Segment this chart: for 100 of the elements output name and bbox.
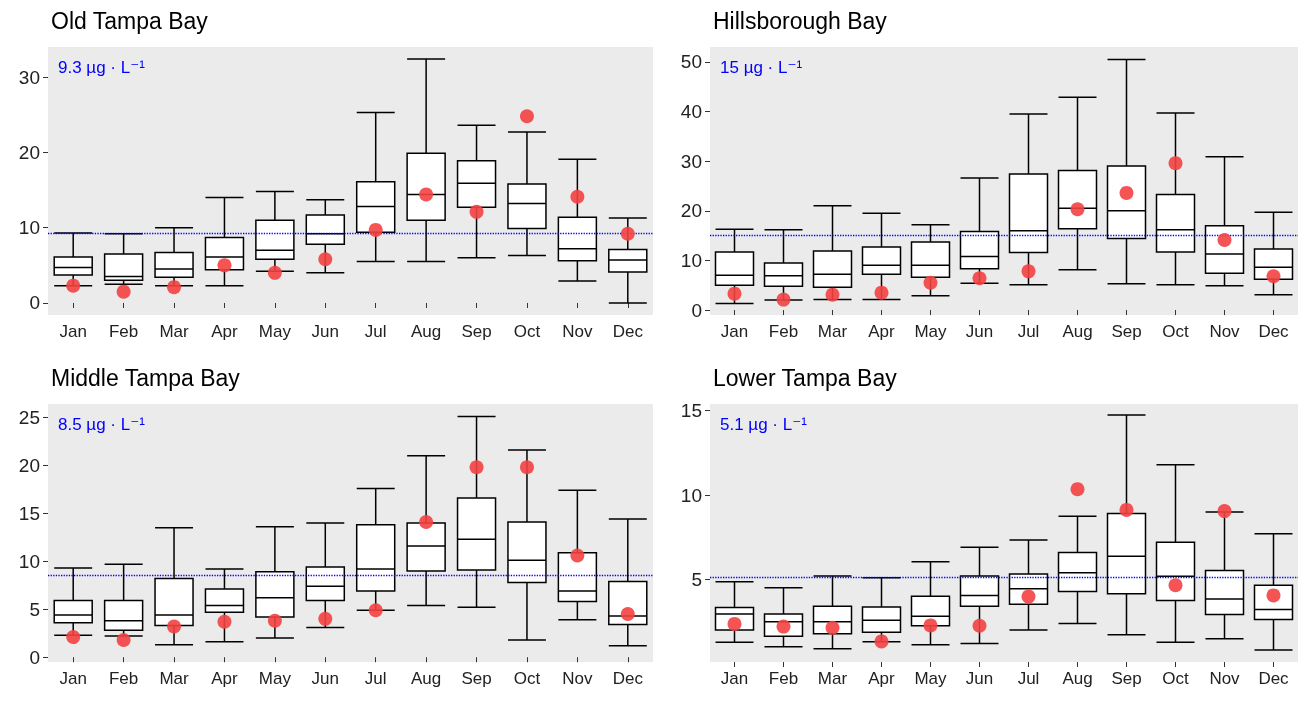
y-tick-label: 5 bbox=[29, 598, 40, 620]
y-tick-label: 10 bbox=[680, 484, 702, 506]
point bbox=[368, 222, 383, 237]
point bbox=[727, 286, 742, 301]
point bbox=[825, 287, 840, 302]
x-tick-label: Oct bbox=[513, 322, 541, 341]
chart-title: Old Tampa Bay bbox=[51, 7, 209, 34]
point bbox=[267, 265, 282, 280]
y-tick-label: 15 bbox=[680, 400, 702, 422]
x-tick-label: Sep bbox=[461, 322, 492, 341]
point bbox=[116, 632, 131, 647]
x-tick-label: Sep bbox=[461, 669, 492, 688]
y-tick-label: 20 bbox=[18, 141, 40, 163]
y-tick-label: 0 bbox=[29, 292, 40, 314]
point bbox=[419, 514, 434, 529]
x-tick-label: Oct bbox=[513, 669, 541, 688]
point bbox=[825, 620, 840, 635]
x-tick-label: Mar bbox=[817, 669, 848, 688]
point bbox=[1217, 504, 1232, 519]
x-tick-label: May bbox=[914, 322, 948, 341]
x-tick-label: Jul bbox=[1017, 669, 1040, 688]
point bbox=[1217, 233, 1232, 248]
point bbox=[318, 611, 333, 626]
x-tick-label: Dec bbox=[1258, 322, 1290, 341]
x-tick-label: Mar bbox=[817, 322, 848, 341]
point bbox=[923, 618, 938, 633]
x-tick-label: Jan bbox=[720, 669, 749, 688]
x-tick-label: Nov bbox=[1209, 669, 1241, 688]
y-tick-label: 5 bbox=[691, 568, 702, 590]
y-tick-label: 50 bbox=[680, 51, 702, 73]
point bbox=[1119, 502, 1134, 517]
point bbox=[469, 460, 484, 475]
point bbox=[419, 187, 434, 202]
point bbox=[519, 460, 534, 475]
chart-title: Middle Tampa Bay bbox=[51, 364, 241, 391]
point bbox=[167, 280, 182, 295]
point bbox=[267, 613, 282, 628]
point bbox=[1266, 588, 1281, 603]
point bbox=[1119, 185, 1134, 200]
x-tick-label: Nov bbox=[562, 669, 593, 688]
chart-title: Hillsborough Bay bbox=[713, 7, 888, 34]
point bbox=[923, 275, 938, 290]
point bbox=[776, 619, 791, 634]
point bbox=[776, 292, 791, 307]
x-tick-label: Nov bbox=[562, 322, 593, 341]
y-tick-label: 20 bbox=[680, 200, 702, 222]
x-tick-label: Jun bbox=[311, 322, 339, 341]
x-tick-label: Oct bbox=[1162, 322, 1189, 341]
point bbox=[1070, 202, 1085, 217]
point bbox=[1168, 578, 1183, 593]
x-tick-label: Feb bbox=[768, 322, 799, 341]
x-tick-label: Oct bbox=[1162, 669, 1189, 688]
y-tick-label: 30 bbox=[18, 66, 40, 88]
x-tick-label: Jan bbox=[59, 669, 87, 688]
x-tick-label: Feb bbox=[108, 669, 139, 688]
x-tick-label: Apr bbox=[211, 669, 239, 688]
point bbox=[116, 284, 131, 299]
y-tick-label: 0 bbox=[29, 646, 40, 668]
y-tick-label: 20 bbox=[18, 454, 40, 476]
x-tick-label: Apr bbox=[868, 322, 896, 341]
x-tick-label: Feb bbox=[108, 322, 139, 341]
point bbox=[570, 548, 585, 563]
x-tick-label: Jun bbox=[965, 669, 994, 688]
point bbox=[1266, 269, 1281, 284]
point bbox=[66, 278, 81, 293]
x-tick-label: Nov bbox=[1209, 322, 1241, 341]
point bbox=[972, 271, 987, 286]
y-tick-label: 10 bbox=[18, 550, 40, 572]
x-tick-label: Aug bbox=[1062, 669, 1093, 688]
y-tick-label: 40 bbox=[680, 101, 702, 123]
point bbox=[1070, 482, 1085, 497]
point bbox=[66, 630, 81, 645]
point bbox=[1168, 156, 1183, 171]
x-tick-label: Mar bbox=[159, 669, 190, 688]
point bbox=[469, 204, 484, 219]
x-tick-label: Sep bbox=[1111, 669, 1142, 688]
point bbox=[727, 616, 742, 631]
y-tick-label: 10 bbox=[680, 249, 702, 271]
x-tick-label: Aug bbox=[411, 669, 442, 688]
ref-line-label: 9.3 µg · L⁻¹ bbox=[58, 58, 146, 77]
point bbox=[318, 252, 333, 267]
point bbox=[972, 618, 987, 633]
x-tick-label: Jun bbox=[311, 669, 339, 688]
y-tick-label: 25 bbox=[18, 406, 40, 428]
y-tick-label: 15 bbox=[18, 502, 40, 524]
ref-line-label: 5.1 µg · L⁻¹ bbox=[720, 415, 808, 434]
x-tick-label: Jul bbox=[364, 669, 387, 688]
x-tick-label: Feb bbox=[768, 669, 799, 688]
point bbox=[874, 285, 889, 300]
x-tick-label: Jan bbox=[720, 322, 749, 341]
x-tick-label: Apr bbox=[868, 669, 896, 688]
chart-title: Lower Tampa Bay bbox=[713, 364, 898, 391]
x-tick-label: Aug bbox=[1062, 322, 1093, 341]
x-tick-label: Jan bbox=[59, 322, 87, 341]
x-tick-label: Aug bbox=[411, 322, 442, 341]
x-tick-label: Apr bbox=[211, 322, 239, 341]
x-tick-label: May bbox=[258, 669, 292, 688]
x-tick-label: Jul bbox=[1017, 322, 1040, 341]
point bbox=[1021, 589, 1036, 604]
x-tick-label: May bbox=[258, 322, 292, 341]
